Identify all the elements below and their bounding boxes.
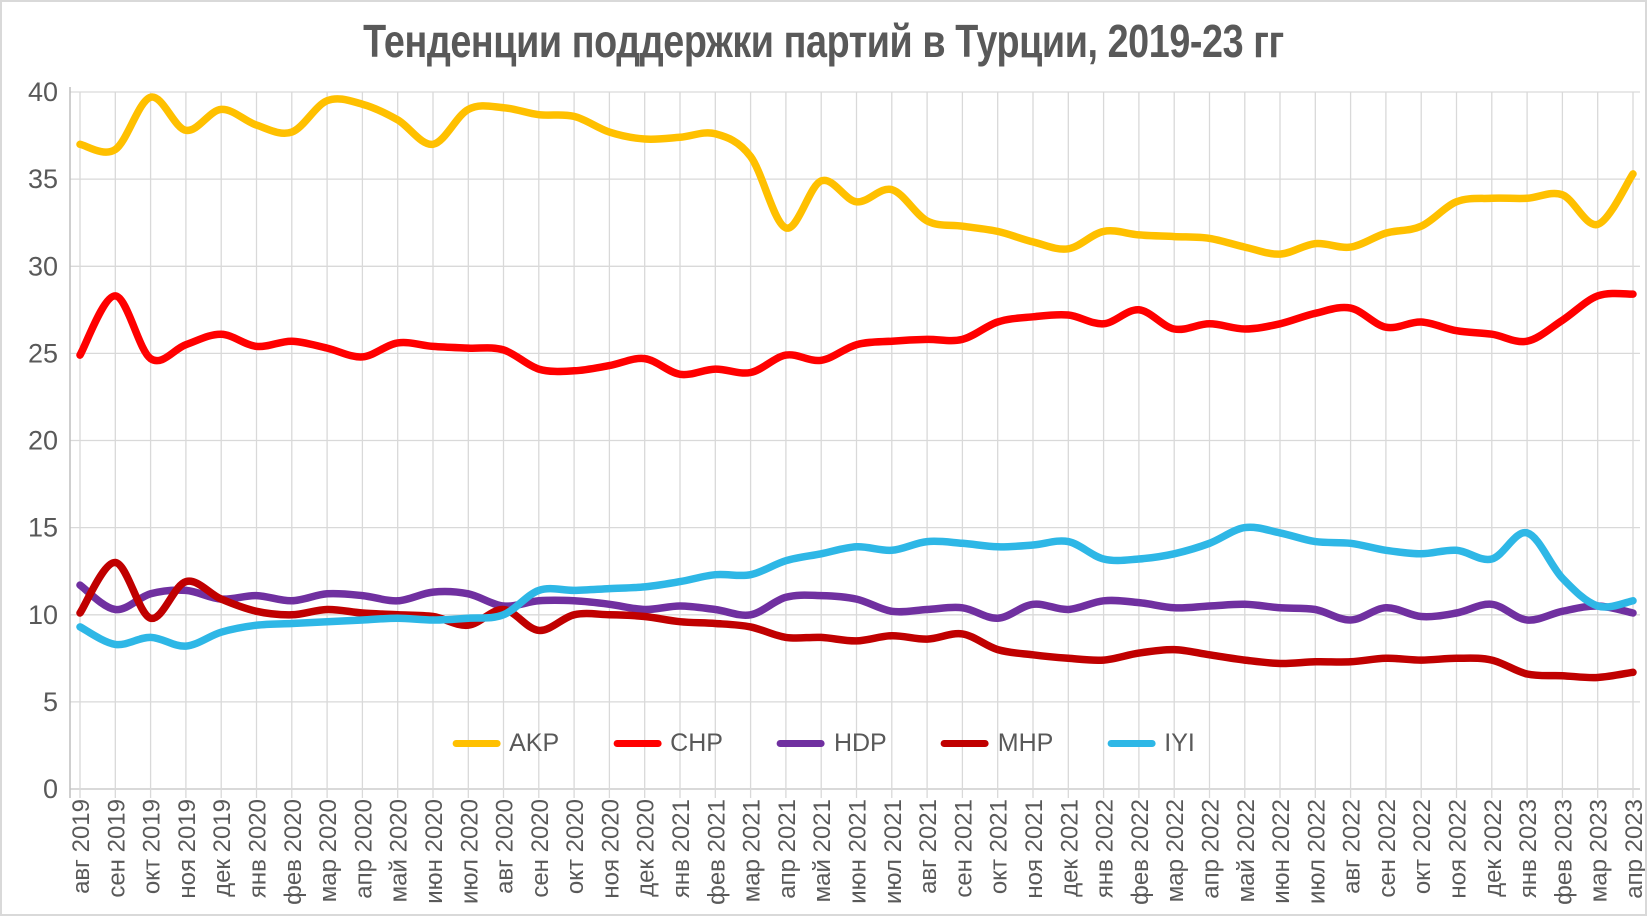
legend-label-iyi: IYI <box>1164 729 1195 757</box>
legend-item-mhp: MHP <box>940 729 1054 757</box>
svg-text:фев 2022: фев 2022 <box>1127 799 1154 905</box>
svg-text:май 2020: май 2020 <box>386 799 413 902</box>
svg-text:июл 2021: июл 2021 <box>880 799 907 904</box>
svg-text:35: 35 <box>28 164 58 194</box>
svg-text:мар 2020: мар 2020 <box>315 799 342 902</box>
svg-text:дек 2020: дек 2020 <box>633 799 660 897</box>
svg-text:20: 20 <box>28 426 58 456</box>
svg-text:сен 2022: сен 2022 <box>1374 799 1401 898</box>
svg-text:дек 2021: дек 2021 <box>1056 799 1083 897</box>
svg-text:фев 2020: фев 2020 <box>280 799 307 905</box>
svg-text:авг 2021: авг 2021 <box>915 799 942 894</box>
svg-text:апр 2022: апр 2022 <box>1198 799 1225 899</box>
svg-text:янв 2021: янв 2021 <box>668 799 695 898</box>
svg-text:мар 2021: мар 2021 <box>739 799 766 902</box>
series-line-akp <box>76 93 1637 258</box>
svg-text:апр 2023: апр 2023 <box>1621 799 1647 899</box>
svg-text:ноя 2022: ноя 2022 <box>1445 799 1472 899</box>
svg-text:окт 2022: окт 2022 <box>1409 799 1436 894</box>
svg-text:5: 5 <box>43 687 58 717</box>
svg-text:15: 15 <box>28 513 58 543</box>
svg-text:ноя 2020: ноя 2020 <box>597 799 624 899</box>
mhp-line-swatch <box>940 740 989 747</box>
svg-text:30: 30 <box>28 251 58 281</box>
svg-text:ноя 2019: ноя 2019 <box>174 799 201 899</box>
svg-text:мар 2023: мар 2023 <box>1586 799 1613 902</box>
svg-text:25: 25 <box>28 338 58 368</box>
svg-text:июн 2022: июн 2022 <box>1268 799 1295 904</box>
chp-line-swatch <box>613 740 662 747</box>
svg-text:10: 10 <box>28 600 58 630</box>
svg-text:фев 2021: фев 2021 <box>703 799 730 905</box>
legend-item-akp: AKP <box>452 731 559 756</box>
svg-text:май 2021: май 2021 <box>809 799 836 902</box>
svg-text:окт 2019: окт 2019 <box>139 799 166 894</box>
y-tick-labels: 0 5 10 15 20 25 30 35 40 <box>28 77 58 804</box>
chart-title: Тенденции поддержки партий в Турции, 201… <box>363 15 1284 67</box>
svg-text:0: 0 <box>43 774 58 804</box>
svg-text:май 2022: май 2022 <box>1233 799 1260 902</box>
svg-text:сен 2019: сен 2019 <box>103 799 130 898</box>
svg-text:янв 2023: янв 2023 <box>1515 799 1542 898</box>
svg-text:фев 2023: фев 2023 <box>1550 799 1577 905</box>
hdp-line-swatch <box>776 740 825 747</box>
svg-text:апр 2020: апр 2020 <box>350 799 377 899</box>
series-line-chp <box>76 289 1637 379</box>
legend-label-chp: CHP <box>670 729 723 757</box>
svg-text:июл 2020: июл 2020 <box>456 799 483 904</box>
legend-item-iyi: IYI <box>1107 731 1195 756</box>
svg-text:сен 2020: сен 2020 <box>527 799 554 898</box>
svg-text:янв 2020: янв 2020 <box>245 799 272 898</box>
svg-text:окт 2021: окт 2021 <box>986 799 1013 894</box>
svg-text:апр 2021: апр 2021 <box>774 799 801 899</box>
x-tick-labels: авг 2019 сен 2019 окт 2019 ноя 2019 дек 2019… <box>68 799 1647 905</box>
svg-text:сен 2021: сен 2021 <box>950 799 977 898</box>
svg-text:июн 2020: июн 2020 <box>421 799 448 904</box>
svg-text:40: 40 <box>28 77 58 107</box>
y-gridlines <box>70 91 1640 790</box>
svg-text:окт 2020: окт 2020 <box>562 799 589 894</box>
svg-text:ноя 2021: ноя 2021 <box>1021 799 1048 899</box>
iyi-line-swatch <box>1107 740 1156 747</box>
svg-text:дек 2022: дек 2022 <box>1480 799 1507 897</box>
svg-text:июн 2021: июн 2021 <box>845 799 872 904</box>
svg-text:янв 2022: янв 2022 <box>1092 799 1119 898</box>
svg-text:мар 2022: мар 2022 <box>1162 799 1189 902</box>
svg-text:авг 2020: авг 2020 <box>492 799 519 894</box>
x-gridlines <box>79 92 1634 798</box>
svg-text:авг 2022: авг 2022 <box>1339 799 1366 894</box>
legend-item-hdp: HDP <box>776 729 887 757</box>
legend-label-mhp: MHP <box>997 729 1054 757</box>
legend-label-hdp: HDP <box>833 729 887 757</box>
svg-text:дек 2019: дек 2019 <box>209 799 236 897</box>
svg-text:июл 2022: июл 2022 <box>1303 799 1330 904</box>
series-line-mhp <box>76 558 1637 682</box>
series-line-hdp <box>76 581 1637 624</box>
legend-label-akp: AKP <box>509 729 560 757</box>
series-line-iyi <box>76 523 1637 650</box>
legend: AKP CHP HDP MHP IYI <box>452 731 1195 756</box>
akp-line-swatch <box>452 740 501 747</box>
svg-text:авг 2019: авг 2019 <box>68 799 95 894</box>
legend-item-chp: CHP <box>613 731 723 756</box>
